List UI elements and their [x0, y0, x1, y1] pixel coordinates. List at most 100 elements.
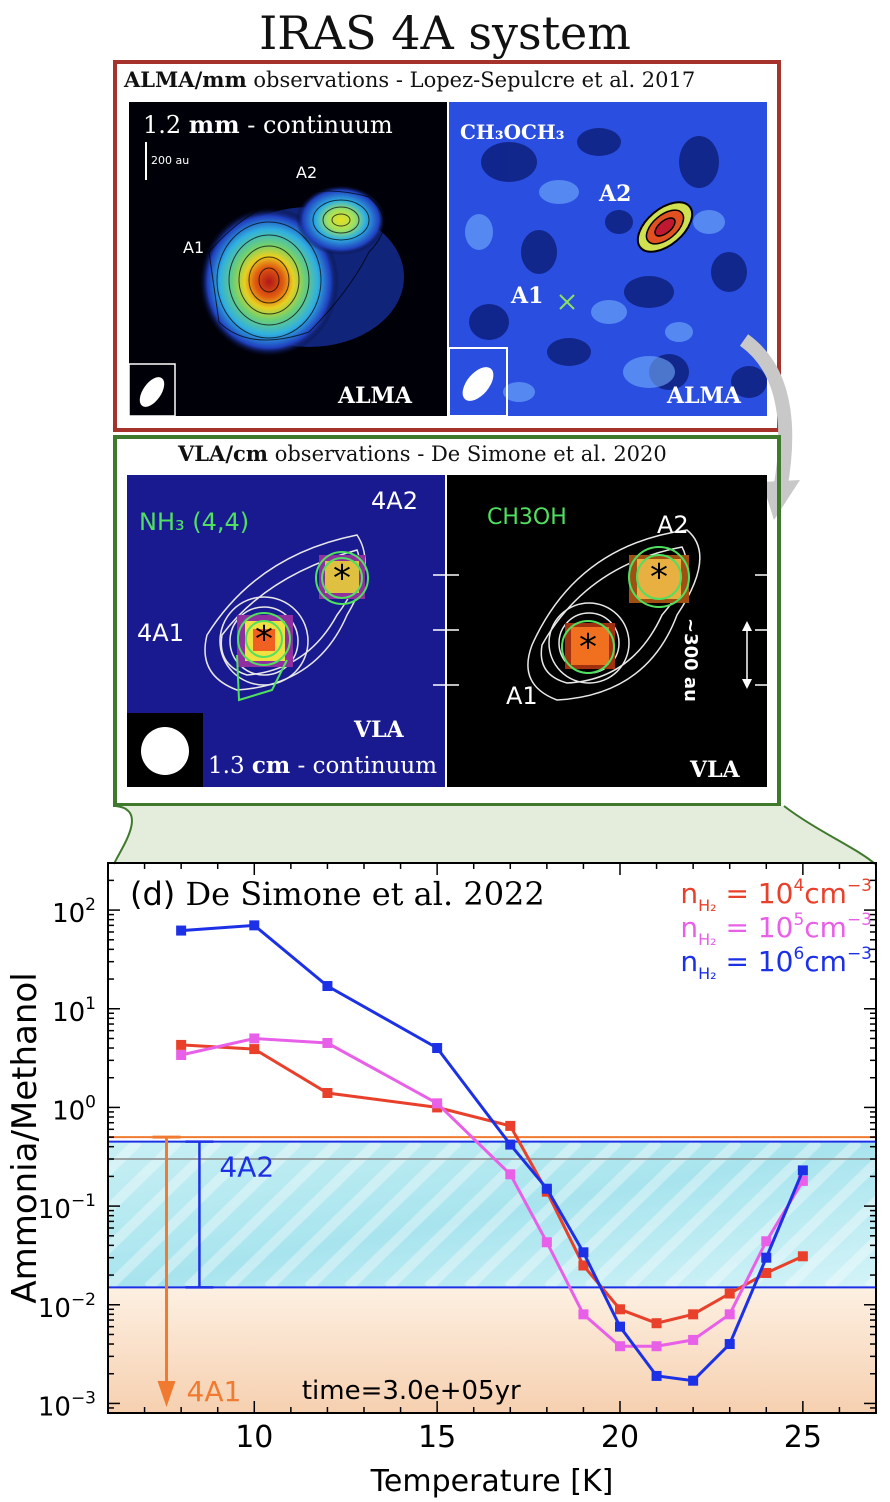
band-stripe: [664, 1138, 822, 1291]
series-2-point: [541, 1237, 552, 1248]
y-tick-label: 102: [52, 895, 96, 929]
alma-telescope-label-left: ALMA: [338, 383, 412, 409]
series-2-point: [797, 1175, 808, 1186]
x-tick-label: 20: [601, 1420, 639, 1455]
band-stripe: [384, 1138, 542, 1291]
y-tick-label: 10−2: [38, 1290, 96, 1324]
series-1-point: [761, 1267, 772, 1278]
series-1-point: [322, 1088, 333, 1099]
svg-text:*: *: [255, 619, 273, 660]
ratio-chart: 10 15 20 25 10−3 10−2 10−1 100 101 102 Temperature…: [5, 862, 877, 1499]
band-stripe: [544, 1138, 702, 1291]
band-stripe: [264, 1138, 422, 1291]
series-3-point: [651, 1370, 662, 1381]
series-1-point: [688, 1309, 699, 1320]
series-2-point: [432, 1098, 443, 1109]
series-3-point: [761, 1252, 772, 1263]
series-3-point: [615, 1321, 625, 1332]
band-stripe: [424, 1138, 582, 1291]
alma-ch3och3-map: [449, 102, 767, 416]
series-2-point: [651, 1341, 662, 1352]
series-2-point: [176, 1049, 187, 1060]
band-stripe: [108, 1138, 262, 1291]
alma-molecule-label: CH₃OCH₃: [460, 120, 565, 144]
band-stripe: [344, 1138, 502, 1291]
series-2-point: [505, 1169, 516, 1180]
series-3-point: [432, 1043, 443, 1054]
band-stripe: [784, 1194, 876, 1291]
vla-right-a1-label: A1: [506, 682, 538, 710]
vla-4a2-label: 4A2: [371, 487, 418, 515]
chart-title: (d) De Simone et al. 2022: [130, 875, 545, 913]
alma-right-a2-label: A2: [599, 181, 632, 207]
y-axis-label: Ammonia/Methanol: [5, 972, 45, 1303]
series-2-point: [724, 1309, 735, 1320]
series-1-point: [578, 1260, 589, 1271]
band-stripe: [304, 1138, 462, 1291]
series-2-point: [761, 1236, 772, 1247]
alma-panel: [113, 60, 781, 432]
series-1-point: [249, 1044, 260, 1055]
vla-telescope-label-left: VLA: [354, 717, 404, 743]
series-2-point: [249, 1033, 260, 1044]
alma-a1-label: A1: [183, 238, 205, 257]
legend-entry-3: nH₂ = 106cm−3: [680, 944, 872, 983]
zoom-connector: [113, 805, 876, 865]
time-annotation: time=3.0e+05yr: [302, 1376, 521, 1406]
series-1-point: [176, 1039, 187, 1050]
y-tick-label: 10−1: [38, 1191, 96, 1225]
band-stripe: [584, 1138, 742, 1291]
band-4a1: [108, 1287, 876, 1413]
x-tick-label: 25: [784, 1420, 822, 1455]
band-stripe: [224, 1138, 382, 1291]
x-axis-label: Temperature [K]: [370, 1464, 614, 1499]
vla-right-a2-label: A2: [657, 511, 689, 539]
plot-frame: [107, 862, 877, 1414]
alma-telescope-label-right: ALMA: [667, 383, 741, 409]
series-3-point: [505, 1139, 516, 1150]
series-1-point: [724, 1288, 735, 1299]
band-stripe: [144, 1138, 302, 1291]
alma-scalebar-label: 200 au: [151, 154, 190, 167]
band-stripe: [108, 1138, 182, 1217]
band-stripe: [108, 1138, 142, 1178]
series-1-point: [651, 1318, 662, 1329]
alma-continuum-map: [129, 102, 447, 416]
vla-scale-label: ~300 au: [680, 618, 701, 702]
y-tick-label: 10−3: [38, 1388, 96, 1422]
band-stripe: [108, 1138, 222, 1256]
vla-nh3-map: * *: [127, 475, 445, 787]
series-3-point: [541, 1183, 552, 1194]
series-3-point: [322, 981, 333, 992]
svg-text:*: *: [650, 557, 668, 598]
series-1-point: [505, 1120, 516, 1131]
vla-telescope-label-right: VLA: [690, 757, 740, 783]
series-3-point: [176, 925, 187, 936]
alma-right-a1-label: A1: [511, 283, 544, 309]
label-4a1: 4A1: [187, 1375, 242, 1408]
series-3-point: [578, 1247, 589, 1258]
series-3-point: [797, 1165, 808, 1176]
y-tick-label: 101: [52, 994, 96, 1028]
alma-cont-label: 1.2 mm - continuum: [143, 110, 393, 139]
legend-entry-1: nH₂ = 104cm−3: [680, 876, 872, 915]
band-4a2: [108, 1141, 876, 1288]
band-stripe: [464, 1138, 622, 1291]
series-3-point: [249, 920, 260, 931]
series-1-point: [615, 1304, 625, 1315]
series-2-point: [322, 1037, 333, 1048]
vla-continuum-label: 1.3 cm - continuum: [208, 752, 438, 779]
series-3-point: [688, 1375, 699, 1386]
series-1-point: [797, 1251, 808, 1262]
vla-ch3oh-map: * *: [447, 475, 767, 787]
vla-caption: VLA/cm observations - De Simone et al. 2…: [178, 441, 667, 466]
svg-text:*: *: [333, 558, 351, 599]
figure-title: IRAS 4A system: [259, 6, 631, 60]
vla-4a1-label: 4A1: [137, 619, 184, 647]
x-tick-label: 10: [235, 1420, 273, 1455]
band-stripe: [624, 1138, 782, 1291]
band-stripe: [824, 1233, 876, 1291]
vla-panel: [113, 435, 781, 807]
vla-ch3oh-label: CH3OH: [487, 505, 567, 530]
curved-arrow-icon: [740, 334, 800, 520]
